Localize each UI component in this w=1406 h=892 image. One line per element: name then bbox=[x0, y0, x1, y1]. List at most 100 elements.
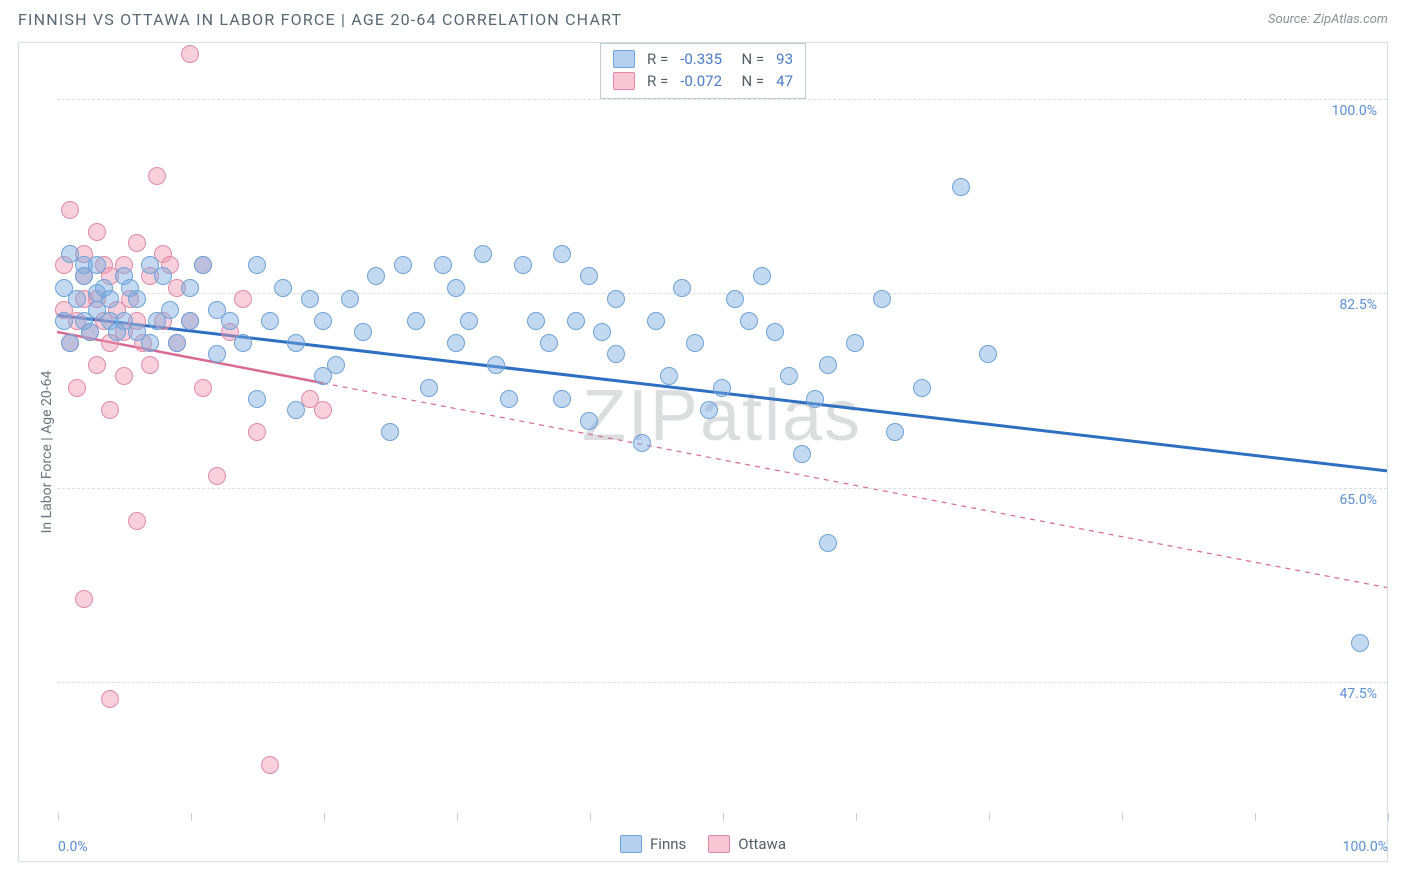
finns-point bbox=[55, 312, 73, 330]
finns-point bbox=[287, 401, 305, 419]
finns-point bbox=[1351, 634, 1369, 652]
ottawa-point bbox=[101, 690, 119, 708]
finns-point bbox=[979, 345, 997, 363]
n-label: N = bbox=[734, 72, 764, 90]
finns-point bbox=[753, 267, 771, 285]
finns-point bbox=[354, 323, 372, 341]
ytick-label: 47.5% bbox=[1339, 686, 1377, 702]
finns-point bbox=[88, 256, 106, 274]
finns-point bbox=[68, 290, 86, 308]
finns-point bbox=[593, 323, 611, 341]
finns-point bbox=[527, 312, 545, 330]
source-attribution: Source: ZipAtlas.com bbox=[1268, 12, 1388, 27]
finns-point bbox=[248, 256, 266, 274]
r-label: R = bbox=[647, 50, 668, 68]
series-legend: Finns Ottawa bbox=[620, 835, 786, 853]
r-label: R = bbox=[647, 72, 668, 90]
finns-point bbox=[686, 334, 704, 352]
ottawa-point bbox=[234, 290, 252, 308]
finns-point bbox=[367, 267, 385, 285]
xtick-mark bbox=[723, 813, 724, 821]
chart-header: FINNISH VS OTTAWA IN LABOR FORCE | AGE 2… bbox=[0, 0, 1406, 35]
finns-point bbox=[500, 390, 518, 408]
finns-point bbox=[740, 312, 758, 330]
ottawa-point bbox=[101, 401, 119, 419]
ottawa-point bbox=[194, 379, 212, 397]
finns-point bbox=[234, 334, 252, 352]
finns-point bbox=[287, 334, 305, 352]
finns-point bbox=[886, 423, 904, 441]
finns-point bbox=[819, 356, 837, 374]
finns-point bbox=[274, 279, 292, 297]
finns-point bbox=[314, 312, 332, 330]
finns-point bbox=[61, 334, 79, 352]
finns-r-value: -0.335 bbox=[680, 50, 722, 68]
legend-item-finns: Finns bbox=[620, 835, 686, 853]
ytick-label: 82.5% bbox=[1339, 297, 1377, 313]
finns-point bbox=[168, 334, 186, 352]
finns-point bbox=[474, 245, 492, 263]
xtick-mark bbox=[191, 813, 192, 821]
xtick-mark bbox=[457, 813, 458, 821]
ottawa-point bbox=[208, 467, 226, 485]
ottawa-point bbox=[88, 223, 106, 241]
finns-point bbox=[607, 345, 625, 363]
finns-point bbox=[580, 412, 598, 430]
finns-n-value: 93 bbox=[776, 50, 793, 68]
finns-point bbox=[381, 423, 399, 441]
ytick-label: 65.0% bbox=[1339, 492, 1377, 508]
finns-point bbox=[806, 390, 824, 408]
ottawa-point bbox=[128, 234, 146, 252]
finns-point bbox=[780, 367, 798, 385]
finns-point bbox=[660, 367, 678, 385]
finns-point bbox=[101, 290, 119, 308]
finns-point bbox=[567, 312, 585, 330]
finns-point bbox=[633, 434, 651, 452]
grid-line bbox=[57, 488, 1387, 489]
finns-point bbox=[248, 390, 266, 408]
finns-point bbox=[194, 256, 212, 274]
finns-point bbox=[208, 345, 226, 363]
finns-point bbox=[420, 379, 438, 397]
ottawa-point bbox=[148, 167, 166, 185]
xtick-mark bbox=[58, 813, 59, 821]
ottawa-point bbox=[141, 356, 159, 374]
ottawa-point bbox=[75, 590, 93, 608]
finns-point bbox=[161, 301, 179, 319]
finns-point bbox=[647, 312, 665, 330]
ottawa-point bbox=[61, 201, 79, 219]
finns-legend-label: Finns bbox=[650, 835, 686, 853]
xtick-mark bbox=[324, 813, 325, 821]
finns-point bbox=[766, 323, 784, 341]
finns-point bbox=[580, 267, 598, 285]
n-label: N = bbox=[734, 50, 764, 68]
legend-item-ottawa: Ottawa bbox=[708, 835, 786, 853]
finns-point bbox=[540, 334, 558, 352]
finns-point bbox=[514, 256, 532, 274]
ottawa-r-value: -0.072 bbox=[680, 72, 722, 90]
xtick-mark bbox=[856, 813, 857, 821]
xtick-label: 100.0% bbox=[1343, 839, 1388, 855]
chart-title: FINNISH VS OTTAWA IN LABOR FORCE | AGE 2… bbox=[18, 10, 622, 29]
ottawa-point bbox=[314, 401, 332, 419]
finns-point bbox=[181, 312, 199, 330]
grid-line bbox=[57, 682, 1387, 683]
finns-point bbox=[447, 279, 465, 297]
finns-point bbox=[81, 323, 99, 341]
finns-point bbox=[793, 445, 811, 463]
finns-point bbox=[128, 290, 146, 308]
finns-point bbox=[261, 312, 279, 330]
xtick-label: 0.0% bbox=[58, 839, 88, 855]
finns-point bbox=[913, 379, 931, 397]
finns-point bbox=[301, 290, 319, 308]
finns-swatch bbox=[613, 50, 635, 68]
ottawa-legend-label: Ottawa bbox=[738, 835, 786, 853]
finns-point bbox=[819, 534, 837, 552]
finns-point bbox=[341, 290, 359, 308]
grid-line bbox=[57, 293, 1387, 294]
correlation-stats-box: R = -0.335 N = 93 R = -0.072 N = 47 bbox=[600, 43, 806, 99]
finns-point bbox=[407, 312, 425, 330]
finns-point bbox=[607, 290, 625, 308]
finns-point bbox=[873, 290, 891, 308]
finns-point bbox=[327, 356, 345, 374]
